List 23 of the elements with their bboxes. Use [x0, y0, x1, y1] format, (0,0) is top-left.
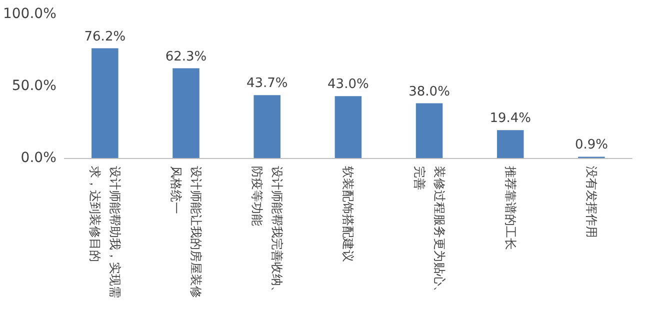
- data-label: 0.9%: [574, 138, 608, 153]
- x-tick-label: 装修过程服务更为贴心、完善: [412, 166, 446, 298]
- bar: [416, 103, 443, 158]
- y-tick-label: 0.0%: [20, 150, 56, 166]
- data-label: 76.2%: [84, 29, 126, 44]
- bar: [334, 96, 362, 158]
- y-tick-label: 100.0%: [2, 6, 56, 22]
- bar: [92, 48, 118, 158]
- x-tick-label: 设计师能帮助我，实现需求，达到装修目的: [88, 166, 122, 298]
- y-tick-label: 50.0%: [12, 78, 56, 94]
- x-tick-label: 设计师能让我的房屋装修风格统一: [169, 166, 204, 298]
- bar: [254, 95, 280, 158]
- x-tick-label: 推荐靠谱的工长: [503, 166, 518, 250]
- x-tick-label: 软装配饰搭配建议: [341, 166, 356, 262]
- data-label: 38.0%: [408, 84, 450, 100]
- bar: [172, 68, 200, 158]
- data-label: 62.3%: [165, 49, 207, 64]
- data-label: 19.4%: [490, 111, 532, 126]
- x-tick-label: 设计师能帮我完善收纳、防疫等功能: [250, 166, 284, 298]
- x-tick-label: 没有发挥作用: [584, 166, 598, 238]
- data-label: 43.0%: [328, 77, 369, 92]
- bar: [496, 130, 524, 158]
- data-label: 43.7%: [246, 76, 288, 92]
